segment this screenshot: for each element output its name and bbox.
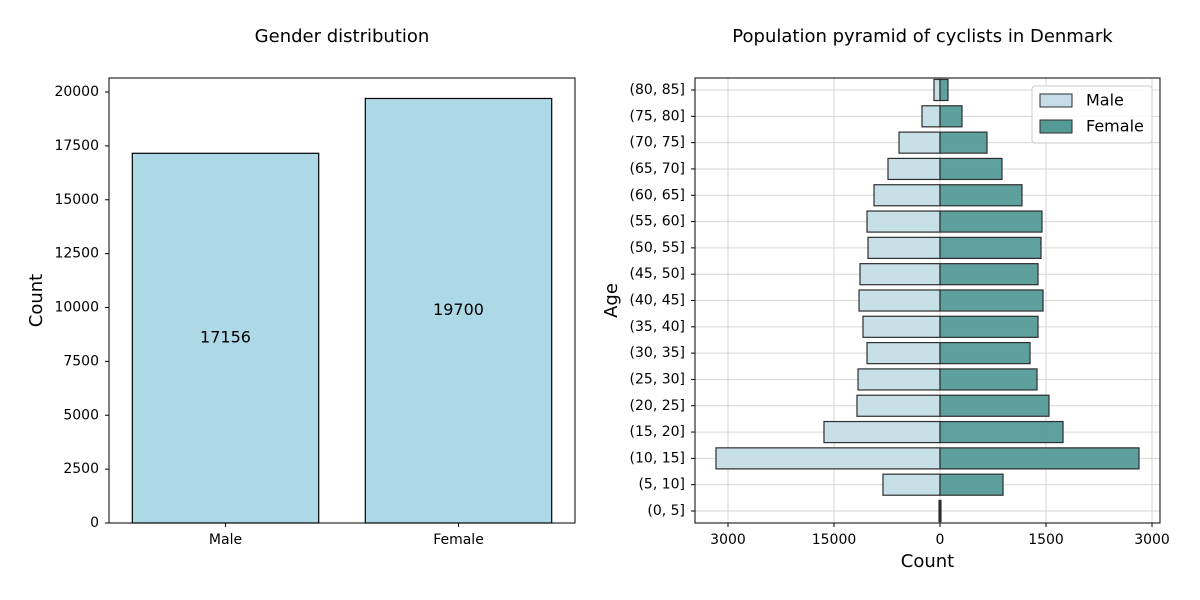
- x-tick-label: Female: [433, 532, 484, 548]
- y-tick-label: (75, 80]: [630, 108, 685, 124]
- y-axis-label: Count: [26, 274, 47, 327]
- bar: [862, 315, 941, 338]
- bar: [131, 152, 320, 524]
- bar: [939, 236, 1042, 260]
- bar: [715, 447, 941, 470]
- bar: [939, 394, 1050, 417]
- axes-frame: [108, 77, 576, 524]
- chart-title: Gender distribution: [255, 26, 430, 47]
- y-tick-label: (50, 55]: [630, 240, 685, 256]
- y-tick-label: (80, 85]: [630, 82, 685, 98]
- bar: [866, 210, 941, 233]
- y-tick-label: (40, 45]: [630, 293, 685, 309]
- y-tick-label: (45, 50]: [630, 266, 685, 282]
- legend-swatch: [1039, 119, 1073, 134]
- y-tick-label: 5000: [63, 407, 99, 423]
- x-tick-label: 3000: [1134, 532, 1170, 548]
- y-tick-label: (5, 10]: [638, 477, 685, 493]
- y-tick-label: 0: [90, 515, 99, 531]
- y-tick-label: (30, 35]: [630, 345, 685, 361]
- y-tick-label: (25, 30]: [630, 371, 685, 387]
- bar: [364, 97, 553, 524]
- bar: [939, 78, 949, 102]
- bar: [939, 473, 1004, 496]
- value-label: 17156: [200, 328, 251, 347]
- y-tick-label: 10000: [54, 300, 99, 316]
- y-tick-label: (10, 15]: [630, 450, 685, 466]
- y-tick-label: 7500: [63, 353, 99, 369]
- x-tick-label: 1500: [1028, 532, 1064, 548]
- bar: [873, 184, 941, 207]
- y-tick-label: (70, 75]: [630, 135, 685, 151]
- x-tick-label: Male: [209, 532, 242, 548]
- y-tick-label: (60, 65]: [630, 187, 685, 203]
- bar: [887, 157, 941, 181]
- y-tick-label: 15000: [54, 192, 99, 208]
- bar: [823, 420, 941, 444]
- y-tick-label: 12500: [54, 246, 99, 262]
- legend-swatch: [1039, 93, 1073, 108]
- bar: [933, 78, 941, 102]
- bar: [858, 289, 941, 312]
- legend-label: Female: [1086, 117, 1144, 136]
- bar: [939, 210, 1043, 233]
- y-axis-label: Age: [601, 283, 622, 318]
- bar: [882, 473, 941, 496]
- bar: [939, 315, 1039, 338]
- bar: [856, 394, 941, 417]
- bar: [939, 105, 963, 128]
- bar: [939, 499, 942, 523]
- x-axis-label: Count: [901, 551, 954, 572]
- x-tick-label: 3000: [710, 532, 746, 548]
- bar: [898, 131, 941, 154]
- y-tick-label: (55, 60]: [630, 214, 685, 230]
- bar: [857, 368, 941, 391]
- bar: [921, 105, 941, 128]
- y-tick-label: (0, 5]: [647, 503, 685, 519]
- bar: [939, 263, 1039, 286]
- bar: [867, 236, 941, 260]
- y-tick-label: (15, 20]: [630, 424, 685, 440]
- bar: [859, 263, 941, 286]
- x-tick-label: 0: [936, 532, 945, 548]
- bar: [939, 420, 1064, 444]
- bar: [939, 342, 1031, 365]
- x-tick-label: 15000: [812, 532, 857, 548]
- axes-frame: [694, 77, 1161, 524]
- bar: [939, 131, 988, 154]
- bar: [939, 184, 1023, 207]
- y-tick-label: 20000: [54, 84, 99, 100]
- legend: Male Female: [1031, 85, 1153, 144]
- bar: [939, 447, 1140, 470]
- bar: [939, 157, 1003, 181]
- bar: [939, 289, 1044, 312]
- legend-label: Male: [1086, 91, 1124, 110]
- y-tick-label: 2500: [63, 461, 99, 477]
- value-label: 19700: [433, 300, 484, 319]
- y-tick-label: 17500: [54, 138, 99, 154]
- y-tick-label: (65, 70]: [630, 161, 685, 177]
- chart-title: Population pyramid of cyclists in Denmar…: [732, 26, 1113, 47]
- bar: [866, 342, 941, 365]
- y-tick-label: (35, 40]: [630, 319, 685, 335]
- bar: [939, 368, 1038, 391]
- y-tick-label: (20, 25]: [630, 398, 685, 414]
